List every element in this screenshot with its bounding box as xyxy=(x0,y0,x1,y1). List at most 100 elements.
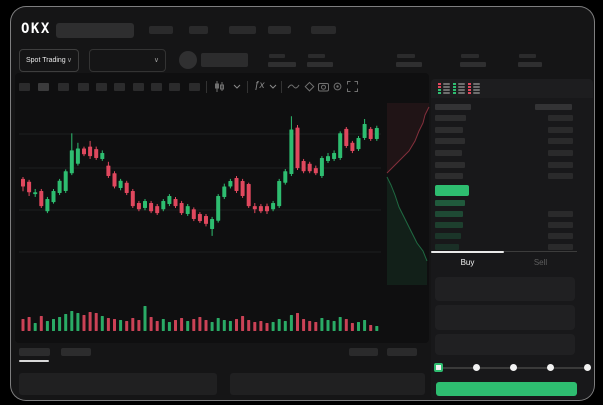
bid-price-bar[interactable] xyxy=(435,211,463,217)
toolbar-divider xyxy=(247,81,248,93)
search-input[interactable] xyxy=(56,23,134,38)
buy-submit-button[interactable] xyxy=(436,382,577,396)
candle-body xyxy=(155,206,160,214)
book-bids-icon[interactable] xyxy=(453,83,465,95)
bid-price-bar[interactable] xyxy=(435,244,459,250)
candle-body xyxy=(326,156,330,162)
nav-item-placeholder[interactable] xyxy=(229,26,256,34)
volume-bar xyxy=(155,321,159,331)
candle-body xyxy=(204,215,208,224)
bid-amount-bar xyxy=(548,244,573,250)
timeframe-button[interactable] xyxy=(58,83,69,91)
candle-body xyxy=(332,153,337,159)
candle-style-icon[interactable] xyxy=(213,80,226,93)
nav-item-placeholder[interactable] xyxy=(311,26,336,34)
bid-price-bar[interactable] xyxy=(435,222,463,228)
ask-price-bar[interactable] xyxy=(435,127,463,133)
ask-amount-bar xyxy=(548,138,573,144)
pair-search-dropdown[interactable]: ∨ xyxy=(89,49,166,72)
candle-body xyxy=(216,196,221,221)
timeframe-button[interactable] xyxy=(78,83,89,91)
tab-buy[interactable]: Buy xyxy=(460,258,475,267)
slider-stop[interactable] xyxy=(547,364,554,371)
candle-body xyxy=(246,184,251,207)
slider-stop[interactable] xyxy=(510,364,517,371)
chevron-down-icon[interactable] xyxy=(233,80,241,93)
volume-bar xyxy=(277,319,281,331)
nav-item-placeholder[interactable] xyxy=(189,26,208,34)
candle-body xyxy=(319,158,324,177)
candle-body xyxy=(63,171,68,192)
book-asks-icon[interactable] xyxy=(468,83,480,95)
okx-logo[interactable]: OKX xyxy=(21,21,51,37)
timeframe-button[interactable] xyxy=(19,83,30,91)
nav-item-placeholder[interactable] xyxy=(268,26,291,34)
slider-stop[interactable] xyxy=(473,364,480,371)
market-type-label: Spot Trading xyxy=(26,57,66,64)
history-action[interactable] xyxy=(387,348,417,356)
volume-bar xyxy=(82,315,86,331)
line-tool-icon[interactable] xyxy=(287,80,300,93)
camera-icon[interactable] xyxy=(317,80,330,93)
tab-sell[interactable]: Sell xyxy=(533,258,548,267)
candle-body xyxy=(271,203,276,210)
indicators-icon[interactable]: ƒx xyxy=(254,80,265,91)
volume-bar xyxy=(265,323,269,331)
order-input-field[interactable] xyxy=(435,305,575,330)
toolbar-divider xyxy=(281,81,282,93)
order-input-field[interactable] xyxy=(435,334,575,355)
volume-bar xyxy=(137,320,141,331)
chevron-down-icon[interactable] xyxy=(269,80,277,93)
bid-price-bar[interactable] xyxy=(435,200,465,206)
history-tab[interactable] xyxy=(61,348,91,356)
volume-bar xyxy=(161,319,165,331)
active-tab-indicator xyxy=(431,251,504,253)
timeframe-button[interactable] xyxy=(96,83,107,91)
volume-bar xyxy=(70,311,74,331)
volume-bar xyxy=(235,319,238,331)
timeframe-button[interactable] xyxy=(38,83,49,91)
volume-bar xyxy=(45,321,49,331)
pair-name-placeholder[interactable] xyxy=(201,53,248,67)
slider-stop[interactable] xyxy=(584,364,591,371)
volume-bar xyxy=(125,321,129,331)
candle-body xyxy=(57,180,62,193)
history-action[interactable] xyxy=(349,348,378,356)
last-price-bar[interactable] xyxy=(435,185,469,196)
coin-avatar xyxy=(179,51,197,69)
candle-body xyxy=(161,200,166,210)
timeframe-button[interactable] xyxy=(169,83,180,91)
ask-amount-bar xyxy=(548,150,573,156)
timeframe-button[interactable] xyxy=(133,83,144,91)
volume-bar xyxy=(100,316,104,331)
market-type-dropdown[interactable]: Spot Trading ∨ xyxy=(19,49,79,72)
brush-tool-icon[interactable] xyxy=(303,80,316,93)
timeframe-button[interactable] xyxy=(114,83,125,91)
stat-value-placeholder xyxy=(460,62,486,67)
bid-price-bar[interactable] xyxy=(435,233,461,239)
settings-gear-icon[interactable] xyxy=(331,80,344,93)
book-all-icon[interactable] xyxy=(438,83,450,95)
candlestick-chart[interactable] xyxy=(19,101,381,297)
candle-body xyxy=(313,168,318,174)
ask-price-bar[interactable] xyxy=(435,173,463,179)
volume-bar xyxy=(326,320,330,331)
ask-price-bar[interactable] xyxy=(435,115,466,121)
ask-price-bar[interactable] xyxy=(435,150,462,156)
volume-bar xyxy=(106,318,110,331)
slider-handle[interactable] xyxy=(434,363,443,372)
volume-bar xyxy=(271,322,275,331)
candle-body xyxy=(118,180,123,189)
ask-price-bar[interactable] xyxy=(435,138,465,144)
ask-price-bar[interactable] xyxy=(435,162,465,168)
depth-preview xyxy=(386,103,430,285)
volume-chart[interactable] xyxy=(19,301,381,333)
timeframe-button[interactable] xyxy=(189,83,200,91)
fullscreen-icon[interactable] xyxy=(346,80,359,93)
volume-bar xyxy=(253,322,257,331)
history-tab[interactable] xyxy=(19,348,50,356)
timeframe-button[interactable] xyxy=(151,83,162,91)
order-input-field[interactable] xyxy=(435,277,575,301)
nav-item-placeholder[interactable] xyxy=(149,26,173,34)
candle-body xyxy=(368,128,373,139)
